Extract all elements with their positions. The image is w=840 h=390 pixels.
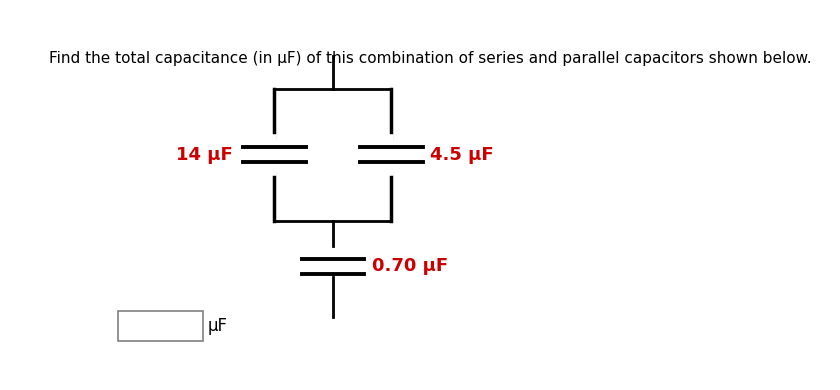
Bar — [274, 89, 391, 221]
Text: 4.5 μF: 4.5 μF — [431, 146, 494, 164]
Text: 0.70 μF: 0.70 μF — [372, 257, 448, 275]
Text: μF: μF — [207, 317, 228, 335]
Text: 14 μF: 14 μF — [176, 146, 234, 164]
Text: Find the total capacitance (in μF) of this combination of series and parallel ca: Find the total capacitance (in μF) of th… — [50, 51, 811, 66]
Bar — [118, 311, 202, 341]
